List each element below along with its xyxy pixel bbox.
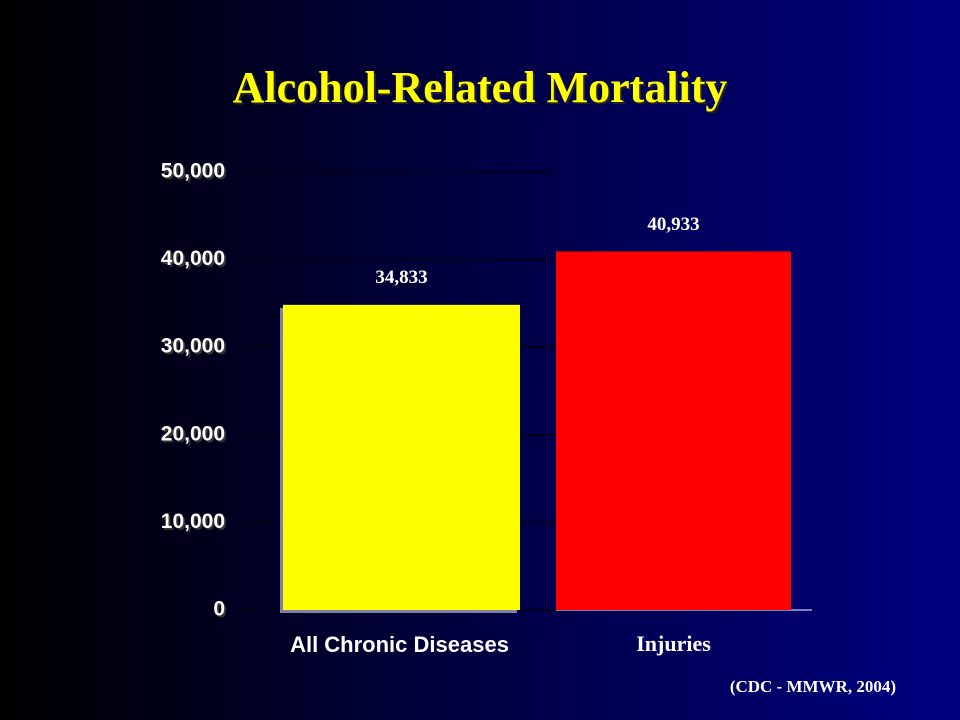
y-tick-label-shadow: 0 [215, 600, 227, 623]
y-tick-label-shadow: 10,000 [163, 512, 227, 535]
y-tick-label: 20,000 [161, 422, 225, 445]
source-note: (CDC - MMWR, 2004) [730, 677, 896, 696]
value-label: 34,833 [375, 267, 427, 288]
y-tick-label-shadow: 30,000 [163, 337, 227, 360]
x-tick-label: All Chronic Diseases [290, 632, 509, 657]
value-label: 40,933 [647, 214, 699, 235]
chart-title: Alcohol-Related Mortality [233, 63, 728, 112]
y-tick-label: 30,000 [161, 335, 225, 358]
y-tick-label-shadow: 40,000 [163, 249, 227, 272]
title-shadow: Alcohol-Related Mortality [235, 65, 730, 114]
y-tick-label-shadow: 20,000 [163, 424, 227, 447]
x-tick-label: Injuries [636, 631, 711, 656]
bar [556, 251, 791, 610]
y-tick-label: 0 [213, 598, 225, 621]
y-tick-label-shadow: 50,000 [163, 162, 227, 185]
y-tick-label: 40,000 [161, 247, 225, 270]
y-tick-label: 50,000 [161, 160, 225, 183]
y-tick-label: 10,000 [161, 510, 225, 533]
bar [283, 304, 520, 610]
